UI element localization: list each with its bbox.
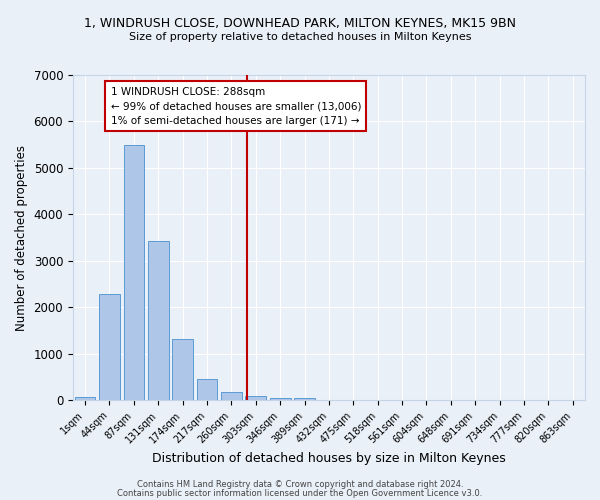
Bar [197, 379, 217, 400]
Y-axis label: Number of detached properties: Number of detached properties [15, 144, 28, 330]
Text: Size of property relative to detached houses in Milton Keynes: Size of property relative to detached ho… [129, 32, 471, 42]
Bar [172, 339, 193, 400]
Bar [124, 144, 144, 400]
Bar [148, 242, 169, 400]
Bar [75, 397, 95, 400]
X-axis label: Distribution of detached houses by size in Milton Keynes: Distribution of detached houses by size … [152, 452, 506, 465]
Bar [270, 398, 290, 400]
Text: Contains public sector information licensed under the Open Government Licence v3: Contains public sector information licen… [118, 489, 482, 498]
Text: Contains HM Land Registry data © Crown copyright and database right 2024.: Contains HM Land Registry data © Crown c… [137, 480, 463, 489]
Text: 1, WINDRUSH CLOSE, DOWNHEAD PARK, MILTON KEYNES, MK15 9BN: 1, WINDRUSH CLOSE, DOWNHEAD PARK, MILTON… [84, 18, 516, 30]
Bar [245, 396, 266, 400]
Bar [221, 392, 242, 400]
Bar [99, 294, 120, 401]
Text: 1 WINDRUSH CLOSE: 288sqm
← 99% of detached houses are smaller (13,006)
1% of sem: 1 WINDRUSH CLOSE: 288sqm ← 99% of detach… [111, 86, 361, 126]
Bar [294, 398, 315, 400]
